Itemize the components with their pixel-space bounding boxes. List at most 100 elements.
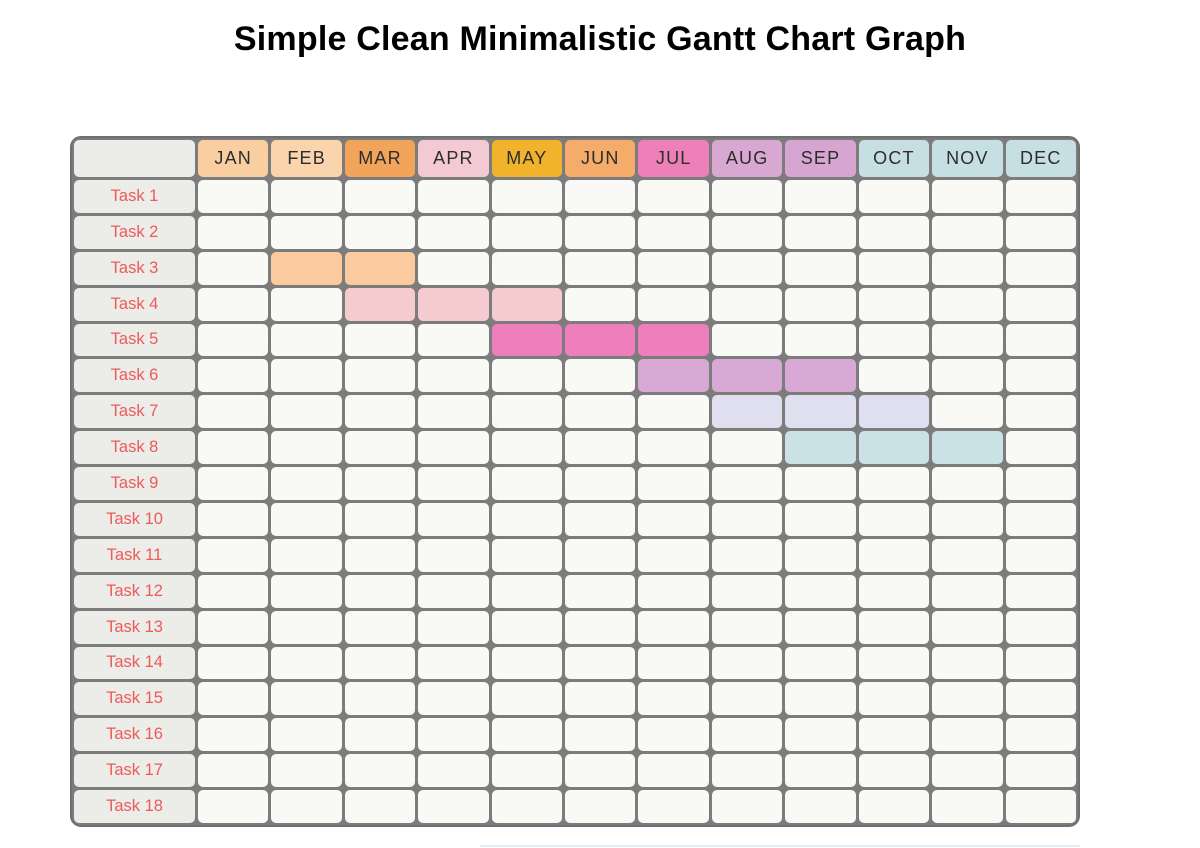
task-label-1: Task 1 (73, 179, 196, 214)
gantt-cell (343, 322, 417, 358)
gantt-cell (270, 609, 343, 645)
gantt-bar-cell-task-8-sep (784, 430, 857, 466)
gantt-cell (1004, 681, 1077, 717)
task-label-13: Task 13 (73, 609, 196, 645)
gantt-cell (197, 286, 270, 322)
gantt-cell (197, 322, 270, 358)
gantt-cell (1004, 609, 1077, 645)
gantt-cell (931, 322, 1004, 358)
gantt-cell (270, 681, 343, 717)
gantt-cell (931, 789, 1004, 824)
gantt-cell (490, 179, 564, 214)
gantt-cell (417, 609, 490, 645)
task-label-17: Task 17 (73, 753, 196, 789)
gantt-cell (417, 322, 490, 358)
task-label-8: Task 8 (73, 430, 196, 466)
gantt-cell (197, 681, 270, 717)
gantt-cell (197, 645, 270, 681)
gantt-cell (931, 502, 1004, 537)
gantt-cell (1004, 717, 1077, 753)
gantt-cell (710, 681, 784, 717)
gantt-cell (710, 250, 784, 286)
month-header-jul: JUL (637, 139, 710, 178)
gantt-cell (637, 573, 710, 609)
gantt-cell (490, 214, 564, 250)
gantt-cell (857, 609, 931, 645)
gantt-cell (637, 502, 710, 537)
gantt-cell (564, 430, 637, 466)
task-label-12: Task 12 (73, 573, 196, 609)
gantt-cell (343, 645, 417, 681)
gantt-cell (564, 609, 637, 645)
gantt-cell (270, 789, 343, 824)
gantt-cell (343, 609, 417, 645)
gantt-cell (343, 753, 417, 789)
gantt-cell (1004, 502, 1077, 537)
gantt-cell (637, 286, 710, 322)
gantt-cell (417, 573, 490, 609)
task-label-16: Task 16 (73, 717, 196, 753)
gantt-cell (857, 179, 931, 214)
gantt-cell (857, 286, 931, 322)
gantt-cell (564, 250, 637, 286)
gantt-cell (857, 717, 931, 753)
gantt-cell (270, 502, 343, 537)
gantt-cell (637, 466, 710, 501)
gantt-cell (710, 789, 784, 824)
gantt-cell (637, 681, 710, 717)
gantt-cell (417, 717, 490, 753)
gantt-cell (637, 789, 710, 824)
gantt-cell (857, 753, 931, 789)
gantt-cell (1004, 214, 1077, 250)
gantt-cell (637, 430, 710, 466)
gantt-cell (857, 789, 931, 824)
gantt-cell (1004, 466, 1077, 501)
gantt-cell (564, 681, 637, 717)
gantt-cell (784, 286, 857, 322)
gantt-cell (710, 214, 784, 250)
gantt-cell (197, 573, 270, 609)
gantt-cell (710, 573, 784, 609)
gantt-cell (197, 789, 270, 824)
gantt-cell (784, 537, 857, 573)
gantt-cell (710, 322, 784, 358)
gantt-cell (931, 609, 1004, 645)
gantt-cell (270, 573, 343, 609)
gantt-cell (637, 645, 710, 681)
month-header-dec: DEC (1004, 139, 1077, 178)
gantt-cell (490, 609, 564, 645)
gantt-cell (931, 681, 1004, 717)
gantt-cell (564, 789, 637, 824)
gantt-bar-cell-task-5-may (490, 322, 564, 358)
gantt-cell (564, 214, 637, 250)
gantt-cell (417, 502, 490, 537)
gantt-cell (931, 753, 1004, 789)
gantt-cell (343, 394, 417, 430)
gantt-cell (564, 358, 637, 394)
month-header-may: MAY (490, 139, 564, 178)
gantt-cell (784, 466, 857, 501)
gantt-cell (931, 250, 1004, 286)
task-label-6: Task 6 (73, 358, 196, 394)
gantt-cell (784, 214, 857, 250)
gantt-cell (637, 537, 710, 573)
gantt-bar-cell-task-6-aug (710, 358, 784, 394)
gantt-cell (857, 573, 931, 609)
gantt-cell (637, 609, 710, 645)
task-label-9: Task 9 (73, 466, 196, 501)
gantt-cell (197, 609, 270, 645)
month-header-jan: JAN (197, 139, 270, 178)
gantt-cell (197, 502, 270, 537)
gantt-cell (931, 537, 1004, 573)
gantt-cell (1004, 430, 1077, 466)
gantt-cell (1004, 645, 1077, 681)
bottom-edge-artifact (480, 845, 1080, 847)
gantt-cell (857, 250, 931, 286)
gantt-cell (1004, 394, 1077, 430)
gantt-cell (1004, 286, 1077, 322)
task-label-7: Task 7 (73, 394, 196, 430)
month-header-feb: FEB (270, 139, 343, 178)
gantt-cell (197, 537, 270, 573)
gantt-cell (931, 179, 1004, 214)
gantt-cell (710, 717, 784, 753)
